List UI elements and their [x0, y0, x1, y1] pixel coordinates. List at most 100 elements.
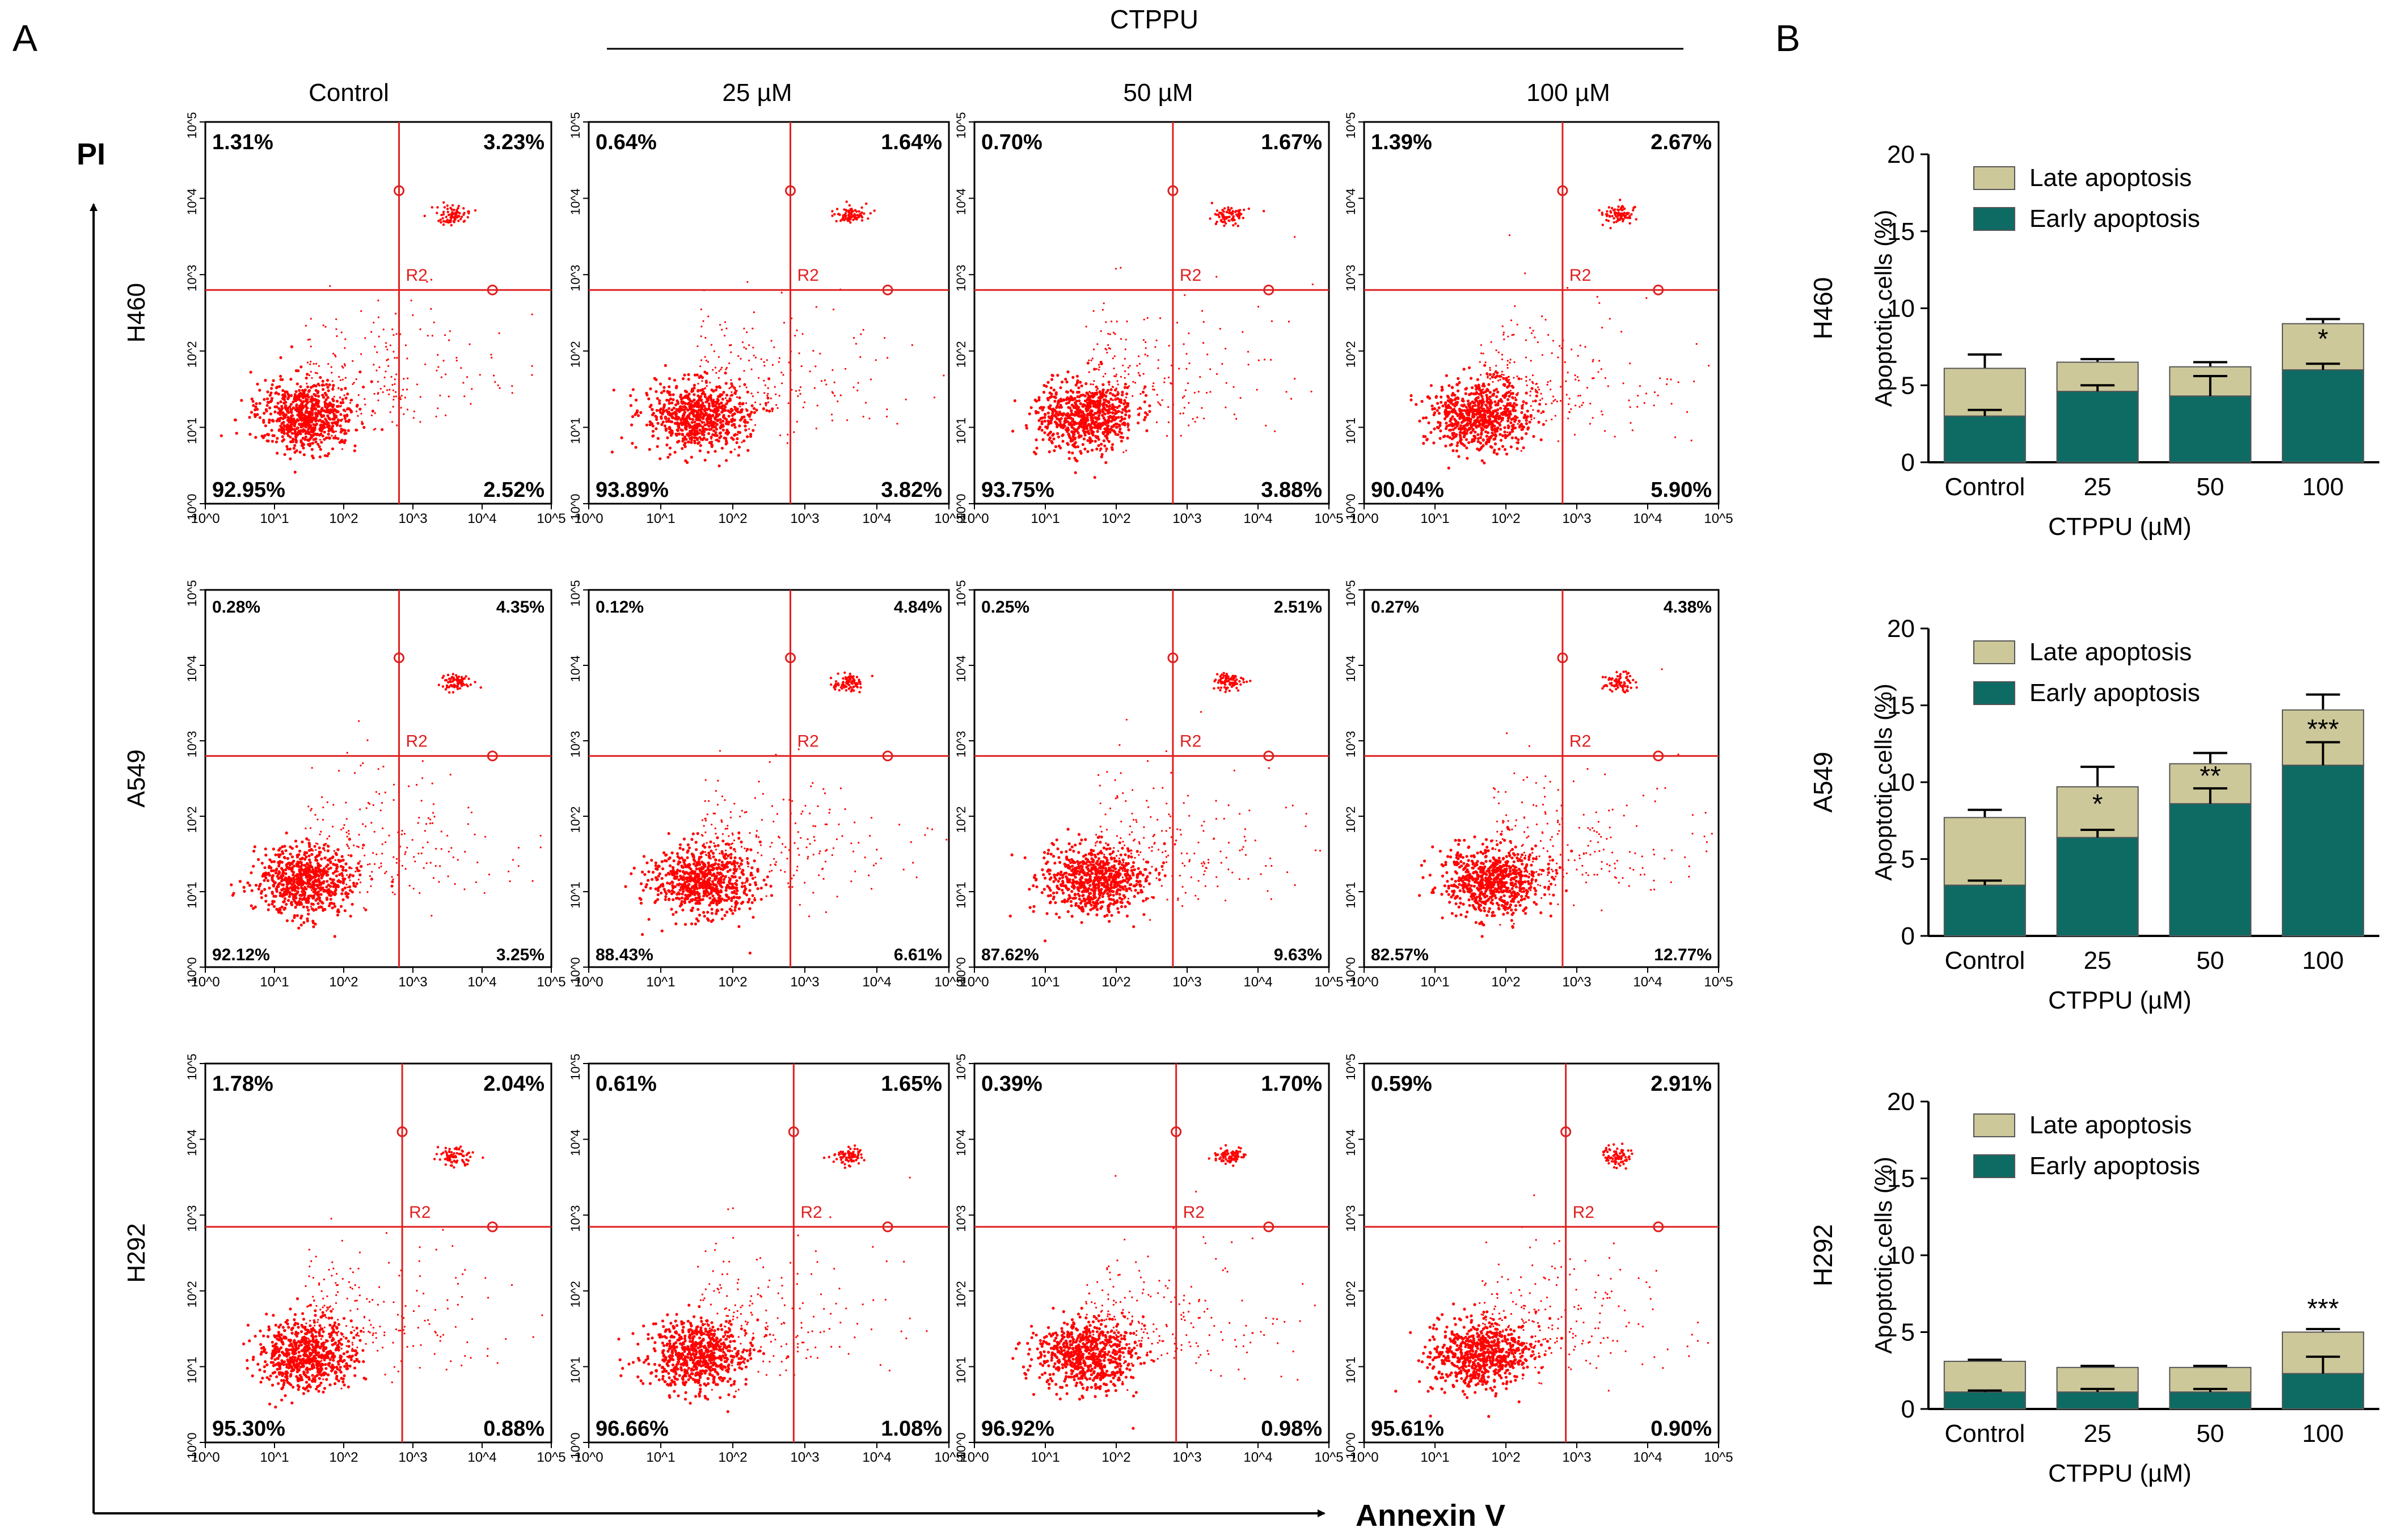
event-dot: [1237, 212, 1240, 215]
event-dot: [733, 386, 736, 390]
event-dot: [1294, 236, 1296, 238]
event-dot: [1645, 297, 1648, 299]
event-dot: [765, 404, 767, 407]
event-dot: [276, 417, 280, 421]
y-tick-label: 10^1: [568, 417, 583, 444]
event-dot: [302, 905, 305, 909]
event-dot: [230, 883, 233, 887]
event-dot: [323, 385, 326, 387]
event-dot: [306, 919, 309, 923]
event-dot: [390, 375, 392, 378]
event-dot: [1455, 424, 1459, 427]
event-dot: [1105, 321, 1107, 323]
event-dot: [357, 394, 360, 396]
event-dot: [454, 215, 457, 218]
event-dot: [246, 881, 250, 885]
event-dot: [255, 402, 258, 406]
event-dot: [831, 419, 833, 421]
event-dot: [745, 348, 748, 350]
event-dot: [687, 373, 690, 377]
event-dot: [1478, 420, 1481, 424]
event-dot: [326, 801, 328, 803]
event-dot: [1218, 216, 1221, 218]
event-dot: [1630, 422, 1632, 424]
event-dot: [1506, 426, 1510, 429]
event-dot: [392, 878, 394, 880]
event-dot: [323, 880, 326, 883]
event-dot: [361, 422, 364, 425]
event-dot: [1530, 405, 1532, 407]
event-dot: [1040, 420, 1044, 424]
event-dot: [1455, 449, 1458, 453]
event-dot: [1607, 385, 1609, 387]
event-dot: [295, 403, 298, 407]
event-dot: [750, 419, 753, 421]
event-dot: [317, 399, 320, 403]
event-dot: [1126, 422, 1130, 426]
event-dot: [778, 361, 780, 363]
event-dot: [1116, 433, 1120, 436]
event-dot: [420, 800, 423, 802]
event-dot: [1552, 400, 1555, 402]
event-dot: [430, 279, 433, 281]
event-dot: [1522, 416, 1526, 419]
event-dot: [1091, 357, 1094, 360]
event-dot: [1496, 403, 1500, 407]
event-dot: [261, 436, 265, 440]
event-dot: [1091, 449, 1094, 452]
event-dot: [1112, 394, 1114, 396]
event-dot: [1490, 341, 1492, 343]
event-dot: [1442, 435, 1445, 438]
event-dot: [1061, 434, 1064, 437]
event-dot: [1478, 393, 1481, 396]
event-dot: [491, 357, 493, 359]
event-dot: [705, 417, 708, 421]
event-dot: [662, 406, 665, 410]
event-dot: [1593, 377, 1595, 379]
event-dot: [1101, 389, 1105, 393]
event-dot: [746, 449, 750, 452]
event-dot: [373, 428, 375, 431]
event-dot: [264, 424, 267, 428]
event-dot: [462, 382, 465, 384]
event-dot: [404, 344, 407, 347]
event-dot: [1438, 424, 1442, 427]
event-dot: [317, 395, 320, 398]
event-dot: [1205, 391, 1208, 394]
event-dot: [271, 434, 275, 437]
event-dot: [263, 412, 266, 415]
event-dot: [1048, 450, 1051, 454]
event-dot: [728, 387, 731, 390]
event-dot: [298, 450, 302, 454]
event-dot: [1480, 374, 1482, 376]
event-dot: [316, 372, 318, 374]
event-dot: [1513, 377, 1515, 379]
event-dot: [1472, 392, 1476, 396]
event-dot: [738, 411, 741, 413]
event-dot: [322, 424, 326, 428]
event-dot: [424, 363, 427, 365]
event-dot: [344, 410, 347, 412]
event-dot: [1529, 327, 1531, 329]
event-dot: [337, 404, 340, 408]
event-dot: [1459, 437, 1462, 441]
event-dot: [709, 381, 711, 384]
event-dot: [1042, 390, 1046, 394]
event-dot: [1549, 379, 1552, 382]
event-dot: [343, 417, 347, 420]
event-dot: [1192, 417, 1194, 420]
event-dot: [1622, 382, 1624, 385]
event-dot: [298, 410, 301, 414]
event-dot: [798, 389, 800, 391]
event-dot: [1115, 425, 1118, 429]
event-dot: [302, 405, 305, 408]
event-dot: [1509, 421, 1513, 424]
event-dot: [1034, 410, 1038, 414]
event-dot: [700, 433, 704, 436]
event-dot: [332, 352, 335, 355]
event-dot: [1452, 432, 1456, 435]
event-dot: [1095, 425, 1099, 428]
event-dot: [1105, 399, 1108, 402]
event-dot: [299, 923, 303, 927]
event-dot: [251, 907, 255, 910]
